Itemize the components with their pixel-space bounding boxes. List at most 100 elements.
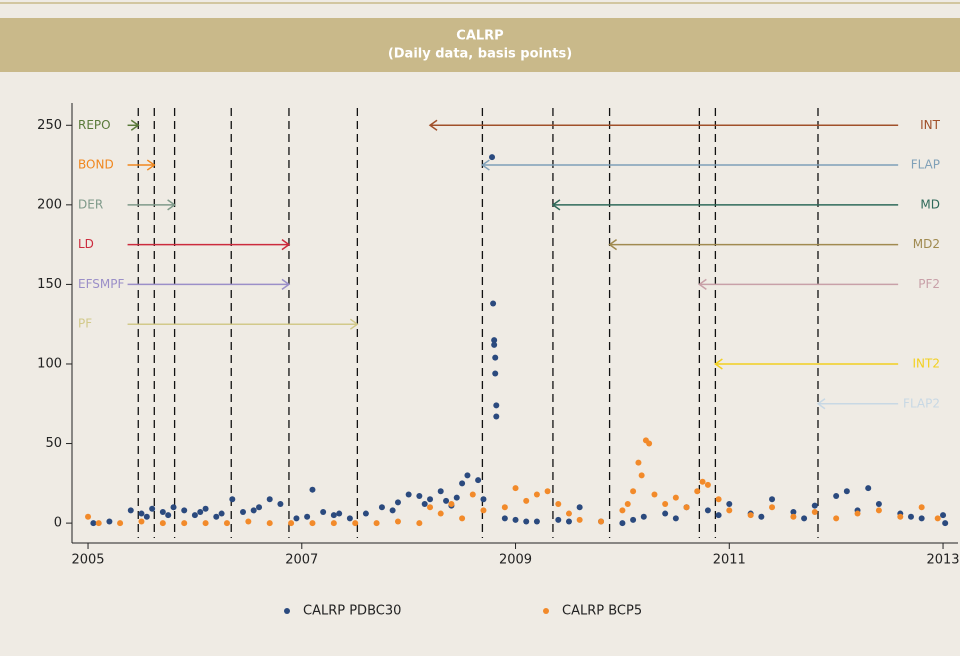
data-point: [769, 504, 776, 511]
data-point: [459, 515, 466, 522]
data-point: [942, 520, 949, 527]
data-point: [907, 513, 914, 520]
data-point: [229, 496, 236, 503]
data-point: [523, 518, 530, 525]
data-point: [464, 472, 471, 479]
data-point: [362, 510, 369, 517]
data-point: [266, 520, 273, 527]
data-point: [934, 515, 941, 522]
data-point: [811, 508, 818, 515]
data-point: [640, 513, 647, 520]
data-point: [704, 507, 711, 514]
data-point: [555, 501, 562, 508]
data-point: [565, 510, 572, 517]
data-point: [250, 507, 257, 514]
chart-subtitle: (Daily data, basis points): [388, 47, 572, 62]
annotation-label: PF2: [918, 277, 940, 291]
data-point: [378, 504, 385, 511]
data-point: [801, 515, 808, 522]
arrow-head: [714, 358, 723, 370]
y-tick-label: 0: [54, 516, 62, 531]
data-point: [704, 481, 711, 488]
data-point: [491, 341, 498, 348]
data-point: [533, 518, 540, 525]
annotation-label: MD: [920, 197, 940, 211]
data-point: [480, 507, 487, 514]
data-point: [197, 508, 204, 515]
annotation-label: FLAP2: [903, 396, 940, 410]
data-point: [443, 497, 450, 504]
data-point: [490, 300, 497, 307]
data-point: [427, 496, 434, 503]
data-point: [138, 518, 145, 525]
data-point: [389, 507, 396, 514]
data-point: [635, 459, 642, 466]
data-point: [352, 520, 359, 527]
data-point: [437, 488, 444, 495]
data-point: [492, 370, 499, 377]
data-point: [330, 512, 337, 519]
data-point: [159, 520, 166, 527]
data-point: [202, 520, 209, 527]
legend-marker: [284, 608, 290, 614]
data-point: [918, 515, 925, 522]
data-point: [533, 491, 540, 498]
data-point: [672, 515, 679, 522]
data-point: [493, 402, 500, 409]
data-point: [662, 501, 669, 508]
data-point: [897, 513, 904, 520]
data-point: [453, 494, 460, 501]
data-point: [480, 496, 487, 503]
arrow-head: [698, 278, 707, 291]
data-point: [336, 510, 343, 517]
data-point: [475, 477, 482, 484]
data-point: [747, 512, 754, 519]
data-point: [245, 518, 252, 525]
data-point: [638, 472, 645, 479]
annotation-label: LD: [78, 237, 94, 251]
data-point: [170, 504, 177, 511]
data-point: [143, 513, 150, 520]
data-point: [330, 520, 337, 527]
data-point: [191, 512, 198, 519]
annotation-label: BOND: [78, 158, 114, 172]
arrow-head: [551, 199, 561, 211]
data-point: [646, 440, 653, 447]
data-point: [448, 501, 455, 508]
data-point: [544, 488, 551, 495]
data-point: [694, 488, 701, 495]
data-point: [598, 518, 605, 525]
data-point: [165, 512, 172, 519]
data-point: [619, 520, 626, 527]
annotation-label: INT: [920, 118, 941, 132]
data-point: [256, 504, 263, 511]
data-point: [512, 485, 519, 492]
y-tick-label: 50: [45, 436, 62, 451]
x-tick-label: 2005: [71, 553, 104, 568]
data-point: [240, 508, 247, 515]
legend-marker: [543, 608, 549, 614]
data-point: [555, 516, 562, 523]
data-point: [181, 507, 188, 514]
data-point: [469, 491, 476, 498]
annotation-label: MD2: [913, 237, 940, 251]
x-tick-label: 2013: [926, 553, 959, 568]
annotation-label: EFSMPF: [78, 277, 124, 291]
data-point: [726, 501, 733, 508]
chart-title: CALRP: [456, 29, 503, 44]
data-point: [117, 520, 124, 527]
data-point: [715, 512, 722, 519]
data-point: [293, 515, 300, 522]
data-point: [492, 354, 499, 361]
data-point: [843, 488, 850, 495]
data-point: [421, 501, 428, 508]
data-point: [491, 337, 498, 344]
arrow-head: [281, 239, 291, 251]
data-point: [159, 508, 166, 515]
arrow-head: [428, 119, 438, 131]
data-point: [309, 486, 316, 493]
data-point: [769, 496, 776, 503]
data-point: [149, 505, 156, 512]
annotation-label: PF: [78, 317, 92, 331]
data-point: [266, 496, 273, 503]
